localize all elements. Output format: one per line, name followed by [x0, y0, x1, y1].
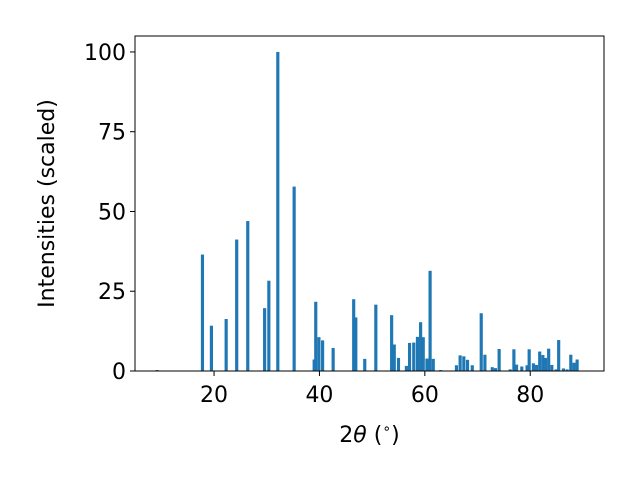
bar — [543, 357, 548, 371]
bar — [246, 221, 250, 371]
bar — [404, 365, 408, 371]
x-tick-label: 40 — [305, 383, 333, 408]
bar — [547, 348, 551, 371]
x-tick-label: 80 — [516, 383, 544, 408]
bar — [317, 337, 321, 371]
bar — [538, 351, 542, 371]
bar — [407, 342, 412, 371]
bar — [565, 369, 569, 371]
bar — [431, 358, 435, 371]
bar — [557, 340, 561, 371]
bar — [575, 359, 579, 371]
bar — [224, 319, 228, 371]
bar — [209, 325, 213, 371]
bar — [412, 342, 416, 371]
x-axis-label-theta: θ — [353, 423, 367, 448]
bar — [527, 349, 531, 371]
bar — [514, 364, 519, 371]
y-tick-label: 50 — [98, 200, 126, 225]
x-axis-label: 2θ (∘) — [339, 421, 399, 448]
bar — [314, 301, 318, 371]
bar — [374, 304, 378, 371]
bar — [331, 348, 335, 371]
bar — [235, 239, 239, 371]
bar — [352, 299, 356, 371]
bar — [550, 364, 554, 371]
bar — [354, 317, 358, 371]
bar — [479, 313, 483, 371]
bar — [421, 337, 425, 371]
bar — [483, 354, 487, 371]
bar — [512, 349, 516, 371]
bar — [263, 308, 267, 371]
bar — [497, 348, 501, 371]
bar — [465, 359, 470, 371]
bar — [572, 362, 576, 371]
bar — [470, 365, 474, 371]
y-axis-label: Intensities (scaled) — [35, 99, 60, 308]
x-axis-label-prefix: 2 — [339, 423, 353, 448]
plot-area-frame — [134, 35, 605, 372]
bar — [392, 344, 396, 371]
tick-marks — [130, 51, 531, 376]
bar — [312, 359, 316, 371]
bar — [321, 340, 325, 371]
x-axis-label-unit-close: ) — [391, 423, 400, 448]
bar — [292, 186, 296, 371]
bar — [363, 358, 367, 371]
bar — [520, 366, 524, 371]
bar — [508, 369, 512, 371]
bar — [200, 254, 205, 371]
bar — [525, 365, 529, 371]
bar — [541, 355, 545, 371]
bar — [561, 368, 565, 371]
bar — [534, 364, 539, 371]
bar — [415, 336, 420, 371]
y-tick-label: 100 — [84, 41, 126, 66]
bar — [396, 357, 401, 371]
x-tick-label: 20 — [200, 383, 228, 408]
y-tick-label: 0 — [112, 360, 126, 385]
tick-labels: 20 40 60 80 0 25 50 75 100 — [84, 41, 544, 408]
y-tick-label: 25 — [98, 280, 126, 305]
bar — [569, 354, 573, 371]
x-axis-label-degree: ∘ — [382, 421, 391, 437]
x-axis-label-unit-open: ( — [367, 423, 383, 448]
y-tick-label: 75 — [98, 121, 126, 146]
bar — [554, 369, 558, 371]
bar — [419, 322, 423, 371]
bar — [390, 315, 394, 371]
bar — [276, 51, 280, 371]
bar — [493, 368, 498, 371]
bar — [425, 358, 429, 371]
x-tick-label: 60 — [411, 383, 439, 408]
bar — [428, 270, 432, 371]
bar-series — [155, 51, 579, 371]
bar — [462, 356, 466, 371]
bar — [267, 280, 271, 371]
bar — [490, 367, 494, 371]
bar — [458, 355, 462, 371]
bar — [454, 365, 459, 371]
bar — [531, 363, 535, 371]
